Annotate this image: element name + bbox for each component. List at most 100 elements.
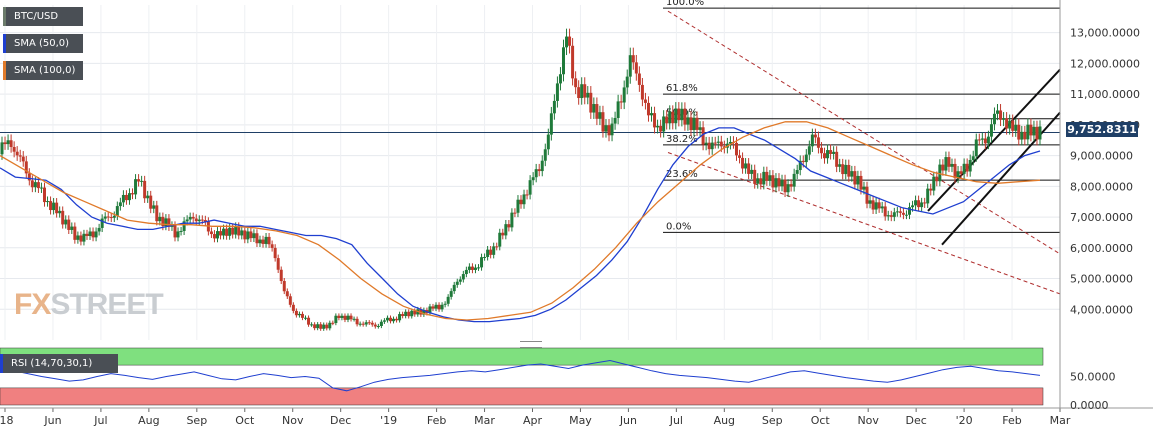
candle-body: [561, 47, 565, 75]
candle-body: [115, 206, 119, 216]
candle-body: [865, 186, 869, 204]
x-tick-label: Nov: [857, 414, 879, 427]
candle-body: [698, 127, 702, 130]
candle-body: [297, 313, 301, 316]
fib-level-label: 61.8%: [666, 83, 698, 94]
candle-body: [337, 315, 341, 318]
legend-pair[interactable]: BTC/USD: [3, 7, 83, 26]
candle-body: [440, 304, 444, 310]
candle-body: [234, 226, 238, 235]
candle-body: [750, 169, 754, 174]
candle-body: [392, 318, 396, 322]
candle-body: [889, 215, 893, 217]
candle-body: [118, 202, 122, 207]
panel-splitter-handle[interactable]: [520, 341, 542, 348]
candle-body: [741, 157, 745, 169]
y-tick-label: 5,000.0000: [1070, 273, 1133, 286]
legend-sma50[interactable]: SMA (50,0): [3, 34, 83, 53]
candle-body: [786, 184, 790, 193]
candle-body: [795, 170, 799, 174]
candle-body: [182, 221, 186, 231]
legend-rsi[interactable]: RSI (14,70,30,1): [0, 354, 118, 373]
candle-body: [759, 178, 763, 185]
candle-body: [904, 214, 908, 216]
candle-body: [0, 142, 4, 155]
candle-body: [920, 202, 924, 208]
candle-body: [15, 151, 19, 156]
candle-body: [926, 188, 930, 204]
candle-body: [555, 83, 559, 101]
candle-body: [595, 104, 599, 119]
candle-body: [643, 99, 647, 103]
candle-body: [334, 315, 338, 324]
candle-body: [501, 232, 505, 236]
candle-body: [844, 164, 848, 175]
candle-body: [42, 187, 46, 203]
candle-body: [744, 163, 748, 169]
fib-level-label: 38.2%: [666, 134, 698, 145]
candle-body: [607, 125, 611, 136]
candle-body: [953, 163, 957, 179]
candle-body: [267, 236, 271, 245]
candle-body: [149, 195, 153, 209]
candle-body: [853, 171, 857, 185]
candle-body: [49, 201, 53, 211]
candle-body: [911, 205, 915, 208]
candle-body: [467, 266, 471, 270]
candle-body: [695, 117, 699, 130]
candle-body: [586, 92, 590, 98]
candle-body: [358, 323, 362, 325]
candlesticks: [0, 28, 1042, 331]
candle-body: [264, 236, 268, 244]
candle-body: [225, 228, 229, 236]
x-tick-label: Jul: [93, 414, 107, 427]
candle-body: [859, 175, 863, 190]
candle-body: [671, 111, 675, 124]
candle-body: [862, 186, 866, 190]
candle-body: [1029, 124, 1033, 136]
candle-body: [82, 233, 86, 242]
candle-body: [613, 117, 617, 124]
rsi-oversold-zone: [0, 387, 1044, 406]
candle-body: [388, 317, 392, 322]
candle-body: [847, 164, 851, 177]
candle-body: [316, 324, 320, 329]
candle-body: [996, 110, 1000, 114]
candle-body: [215, 231, 219, 239]
candle-body: [325, 324, 329, 329]
candle-body: [158, 216, 162, 222]
x-tick-label: '18: [0, 414, 14, 427]
x-tick-label: Dec: [905, 414, 926, 427]
candle-body: [947, 157, 951, 167]
candle-body: [771, 175, 775, 188]
candle-body: [307, 317, 311, 325]
candle-body: [665, 116, 669, 124]
x-tick-label: Jun: [43, 414, 61, 427]
rsi-panel: 50.0000 0.0000: [0, 347, 1116, 412]
candle-body: [965, 163, 969, 172]
candle-body: [653, 113, 657, 128]
candle-body: [986, 136, 990, 144]
candle-body: [85, 233, 89, 237]
candle-body: [291, 304, 295, 311]
candle-body: [137, 179, 141, 182]
candle-body: [662, 116, 666, 132]
candle-body: [143, 180, 147, 199]
candle-body: [179, 230, 183, 232]
candle-body: [70, 226, 74, 230]
candle-body: [722, 146, 726, 148]
candle-body: [33, 182, 37, 188]
candle-body: [379, 321, 383, 326]
candle-body: [713, 142, 717, 144]
candle-body: [807, 146, 811, 155]
fib-level-label: 23.6%: [666, 169, 698, 180]
candle-body: [646, 102, 650, 116]
candle-body: [103, 216, 107, 219]
candle-body: [774, 178, 778, 188]
candle-body: [498, 232, 502, 247]
candle-body: [923, 202, 927, 204]
x-tick-label: Aug: [714, 414, 735, 427]
candle-body: [835, 151, 839, 167]
legend-sma100[interactable]: SMA (100,0): [3, 61, 83, 80]
